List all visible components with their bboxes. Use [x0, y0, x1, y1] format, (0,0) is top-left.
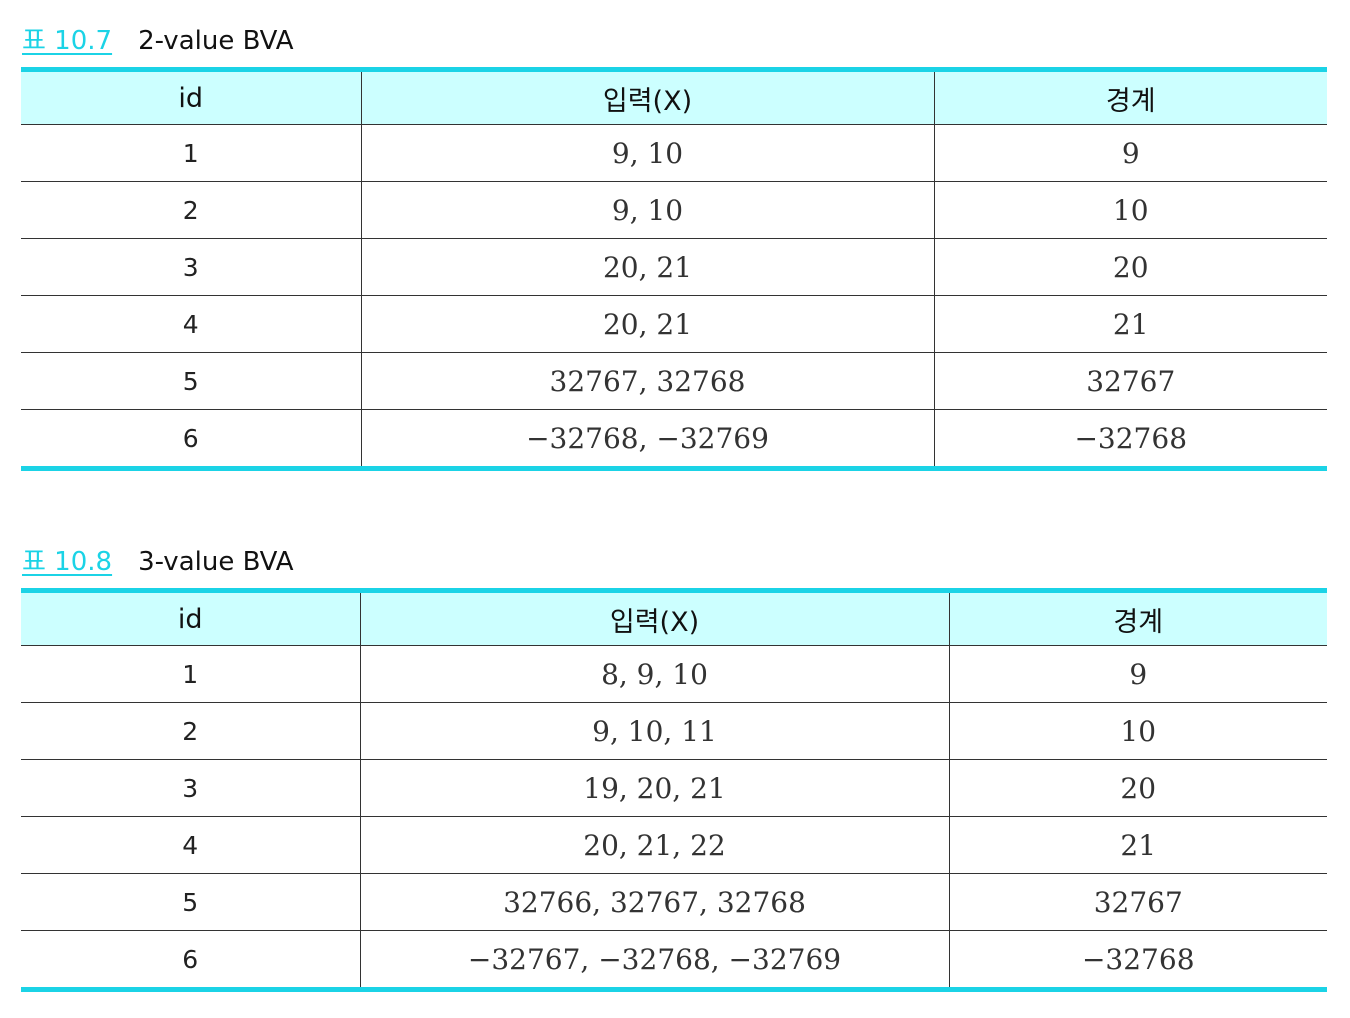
- cell-input: 20, 21: [360, 295, 934, 353]
- cell-input: 32767, 32768: [360, 352, 934, 410]
- cell-boundary: 32767: [933, 352, 1327, 410]
- cell-id: 5: [21, 873, 360, 931]
- cell-id: 3: [21, 759, 360, 817]
- cell-boundary: 9: [948, 645, 1327, 703]
- table-row: 3 20, 21 20: [21, 238, 1327, 296]
- table-row: 6 −32767, −32768, −32769 −32768: [21, 930, 1327, 990]
- table-row: 5 32766, 32767, 32768 32767: [21, 873, 1327, 931]
- header-row: id 입력(X) 경계: [21, 590, 1327, 646]
- cell-id: 2: [21, 181, 361, 239]
- cell-id: 1: [21, 124, 361, 182]
- cell-id: 1: [21, 645, 360, 703]
- table-row: 5 32767, 32768 32767: [21, 352, 1327, 410]
- cell-boundary: 10: [948, 702, 1327, 760]
- cell-input: −32768, −32769: [360, 409, 934, 469]
- cell-input: 9, 10: [360, 181, 934, 239]
- table-row: 3 19, 20, 21 20: [21, 759, 1327, 817]
- cell-boundary: 9: [933, 124, 1327, 182]
- cell-input: 19, 20, 21: [359, 759, 949, 817]
- cell-id: 4: [21, 295, 361, 353]
- cell-id: 6: [182, 423, 199, 453]
- table-title: 2-value BVA: [138, 26, 294, 56]
- cell-boundary: 20: [948, 759, 1327, 817]
- column-header-id: id: [21, 69, 361, 125]
- cell-input: −32767, −32768, −32769: [359, 930, 949, 990]
- table-number: 표 10.7: [22, 26, 113, 56]
- cell-boundary: −32768: [948, 930, 1327, 990]
- cell-input: 9, 10, 11: [359, 702, 949, 760]
- cell-id: 5: [21, 352, 361, 410]
- column-header-boundary: 경계: [948, 590, 1327, 646]
- column-header-id: id: [21, 590, 360, 646]
- cell-id: 3: [21, 238, 361, 296]
- table-row: 1 9, 10 9: [21, 124, 1327, 182]
- cell-input: 9, 10: [360, 124, 934, 182]
- cell-boundary: 21: [933, 295, 1327, 353]
- cell-boundary: −32768: [933, 409, 1327, 469]
- cell-input: 20, 21: [360, 238, 934, 296]
- cell-id: 2: [21, 702, 360, 760]
- bva-table-3-value: id 입력(X) 경계 1 8, 9, 10 9 2 9, 10, 11 10 …: [21, 588, 1327, 992]
- table-row: 6 −32768, −32769 −32768: [21, 409, 1327, 469]
- table-row: 2 9, 10 10: [21, 181, 1327, 239]
- column-header-boundary: 경계: [933, 69, 1327, 125]
- cell-input: 20, 21, 22: [359, 816, 949, 874]
- table-caption: 표 10.8 3-value BVA: [22, 541, 294, 577]
- table-row: 4 20, 21, 22 21: [21, 816, 1327, 874]
- cell-boundary: 20: [933, 238, 1327, 296]
- cell-id: 4: [21, 816, 360, 874]
- table-caption: 표 10.7 2-value BVA: [22, 20, 294, 56]
- table-row: 1 8, 9, 10 9: [21, 645, 1327, 703]
- table-number: 표 10.8: [22, 547, 113, 577]
- column-header-input: 입력(X): [360, 69, 934, 125]
- cell-input: 8, 9, 10: [359, 645, 949, 703]
- cell-id: 6: [182, 944, 199, 974]
- table-row: 4 20, 21 21: [21, 295, 1327, 353]
- column-header-input: 입력(X): [359, 590, 949, 646]
- bva-table-2-value: id 입력(X) 경계 1 9, 10 9 2 9, 10 10 3 20, 2…: [21, 67, 1327, 471]
- cell-boundary: 10: [933, 181, 1327, 239]
- header-row: id 입력(X) 경계: [21, 69, 1327, 125]
- cell-boundary: 32767: [948, 873, 1327, 931]
- table-row: 2 9, 10, 11 10: [21, 702, 1327, 760]
- cell-boundary: 21: [948, 816, 1327, 874]
- cell-input: 32766, 32767, 32768: [359, 873, 949, 931]
- table-title: 3-value BVA: [138, 547, 294, 577]
